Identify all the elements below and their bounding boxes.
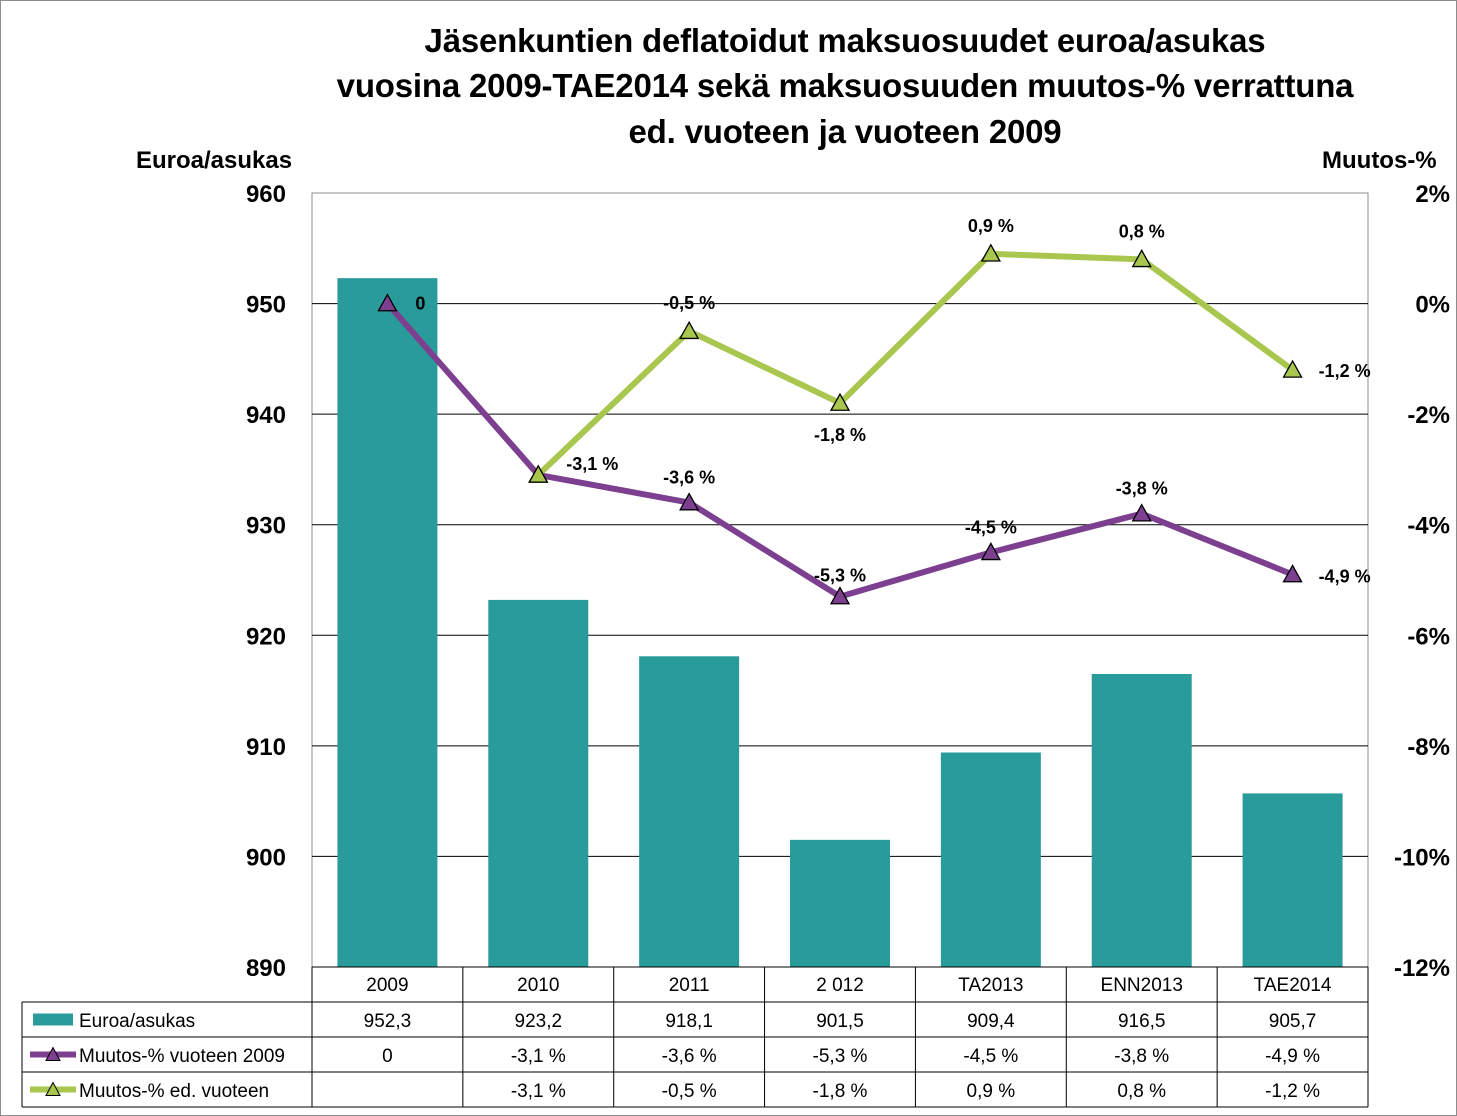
table-cell: 952,3 — [364, 1011, 412, 1032]
series-line-vs-2009 — [385, 301, 1294, 600]
data-point-marker — [679, 320, 700, 340]
right-tick-label: -10% — [1394, 844, 1450, 871]
table-cell: 0 — [382, 1046, 393, 1067]
right-tick-label: -8% — [1407, 734, 1450, 761]
data-label: -5,3 % — [814, 566, 866, 586]
left-tick-label: 920 — [246, 623, 286, 650]
bar — [337, 278, 438, 967]
data-point-marker — [1282, 359, 1303, 378]
table-cell: -5,3 % — [813, 1046, 868, 1067]
data-point-marker — [829, 392, 851, 411]
left-tick-label: 900 — [246, 844, 286, 871]
table-cell: -4,9 % — [1265, 1046, 1320, 1067]
right-tick-label: -12% — [1394, 955, 1450, 982]
table-cell: -3,1 % — [511, 1046, 566, 1067]
series-row-label: Muutos-% vuoteen 2009 — [79, 1046, 285, 1067]
right-tick-label: 0% — [1415, 292, 1450, 319]
right-tick-label: 2% — [1415, 181, 1450, 208]
table-cell: -0,5 % — [662, 1081, 717, 1102]
data-label: 0,8 % — [1119, 221, 1165, 241]
category-label: 2010 — [517, 975, 559, 996]
data-point-marker — [377, 293, 398, 312]
left-tick-label: 890 — [246, 955, 286, 982]
bar — [1242, 793, 1343, 967]
left-axis-title: Euroa/asukas — [136, 147, 293, 174]
left-tick-label: 930 — [246, 513, 286, 540]
data-point-marker — [980, 542, 1001, 561]
data-label: -3,8 % — [1116, 479, 1168, 499]
table-cell: 916,5 — [1118, 1011, 1166, 1032]
category-label: TAE2014 — [1254, 975, 1332, 996]
data-point-marker — [1282, 564, 1303, 583]
series-row-label: Muutos-% ed. vuoteen — [79, 1081, 269, 1102]
right-axis-title: Muutos-% — [1322, 147, 1437, 174]
series-row-label: Euroa/asukas — [79, 1011, 195, 1032]
table-cell: 909,4 — [967, 1011, 1015, 1032]
left-tick-label: 960 — [246, 181, 286, 208]
data-label: -0,5 % — [663, 293, 715, 313]
table-cell: -4,5 % — [963, 1046, 1018, 1067]
data-point-marker — [679, 492, 700, 511]
legend-key-bars — [33, 1013, 73, 1026]
data-label: -4,9 % — [1319, 566, 1371, 586]
data-label: -1,2 % — [1319, 361, 1371, 381]
category-label: TA2013 — [958, 975, 1023, 996]
table-cell: -1,2 % — [1265, 1081, 1320, 1102]
bar — [639, 656, 740, 967]
table-cell: 923,2 — [515, 1011, 563, 1032]
right-tick-label: -2% — [1407, 402, 1450, 429]
data-label: -1,8 % — [814, 425, 866, 445]
data-label: 0 — [415, 294, 425, 314]
data-label: -3,6 % — [663, 468, 715, 488]
data-label: -3,1 % — [566, 454, 618, 474]
table-cell: 918,1 — [665, 1011, 713, 1032]
data-label: 0,9 % — [968, 216, 1014, 236]
table-cell: 0,9 % — [967, 1081, 1016, 1102]
table-cell: -3,8 % — [1114, 1046, 1169, 1067]
category-label: 2011 — [669, 975, 710, 996]
table-cell: -1,8 % — [813, 1081, 868, 1102]
category-label: 2 012 — [816, 975, 864, 996]
data-label: -4,5 % — [965, 517, 1017, 537]
data-point-marker — [1131, 503, 1152, 522]
bar — [1091, 673, 1192, 967]
left-tick-label: 910 — [246, 734, 286, 761]
bar — [488, 599, 589, 967]
left-tick-label: 950 — [246, 292, 286, 319]
left-tick-label: 940 — [246, 402, 286, 429]
legend-key-marker — [45, 1081, 61, 1096]
right-tick-label: -6% — [1407, 623, 1450, 650]
data-point-marker — [980, 243, 1001, 262]
table-cell: 0,8 % — [1117, 1081, 1166, 1102]
chart-title-line-3: ed. vuoteen ja vuoteen 2009 — [628, 113, 1062, 150]
data-point-marker — [829, 586, 851, 605]
table-cell: 901,5 — [816, 1011, 864, 1032]
table-cell: -3,1 % — [511, 1081, 566, 1102]
right-tick-label: -4% — [1407, 513, 1450, 540]
table-cell: -3,6 % — [662, 1046, 717, 1067]
chart-title-line-1: Jäsenkuntien deflatoidut maksuosuudet eu… — [424, 22, 1266, 59]
legend-key-marker — [45, 1046, 61, 1061]
data-point-marker — [528, 464, 549, 483]
table-cell: 905,7 — [1269, 1011, 1317, 1032]
series-line-vs-prev-year — [536, 250, 1295, 478]
bar — [790, 839, 890, 967]
data-point-marker — [1131, 249, 1152, 268]
bar — [940, 752, 1041, 967]
category-label: ENN2013 — [1101, 975, 1183, 996]
chart-title-line-2: vuosina 2009-TAE2014 sekä maksuosuuden m… — [336, 67, 1354, 104]
category-label: 2009 — [366, 975, 408, 996]
